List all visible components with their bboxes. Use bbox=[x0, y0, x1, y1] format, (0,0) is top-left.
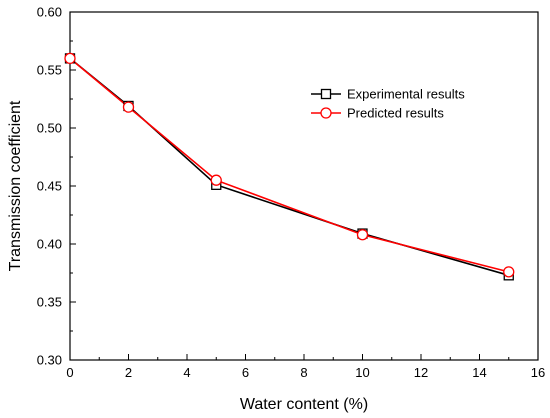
plot-frame bbox=[69, 11, 539, 361]
data-point-circle bbox=[210, 174, 222, 186]
legend-label-predicted: Predicted results bbox=[347, 106, 444, 121]
y-tick-label: 0.45 bbox=[37, 179, 62, 194]
legend: Experimental results Predicted results bbox=[311, 87, 465, 121]
data-point-circle bbox=[64, 52, 76, 65]
x-tick-label: 16 bbox=[531, 365, 545, 380]
y-tick-label: 0.40 bbox=[37, 237, 62, 252]
data-point-circle bbox=[503, 266, 515, 278]
x-tick-label: 14 bbox=[472, 365, 486, 380]
legend-marker-predicted bbox=[320, 107, 332, 119]
axes: 0 2 4 6 8 10 12 14 16 0.30 0.35 0.40 0.45 0.50 0.55 0.6… bbox=[37, 5, 546, 381]
x-axis-title: Water content (%) bbox=[240, 396, 368, 413]
data-point-circle bbox=[356, 229, 369, 241]
x-tick-label: 2 bbox=[125, 365, 132, 380]
y-axis-title: Transmission coefficient bbox=[7, 100, 24, 271]
x-tick-label: 6 bbox=[242, 365, 249, 380]
y-tick-label: 0.50 bbox=[37, 121, 62, 136]
x-tick-label: 12 bbox=[414, 365, 428, 380]
legend-marker-experimental bbox=[320, 88, 332, 100]
x-tick-label: 10 bbox=[355, 365, 369, 380]
x-tick-label: 8 bbox=[300, 365, 307, 380]
y-tick-label: 0.60 bbox=[37, 5, 62, 20]
series-layer bbox=[64, 52, 515, 281]
x-tick-label: 0 bbox=[66, 365, 73, 380]
legend-label-experimental: Experimental results bbox=[347, 87, 465, 102]
data-point-circle bbox=[122, 101, 135, 113]
x-tick-label: 4 bbox=[183, 365, 190, 380]
y-tick-label: 0.55 bbox=[37, 63, 62, 78]
y-tick-label: 0.30 bbox=[37, 353, 62, 368]
y-tick-label: 0.35 bbox=[37, 295, 62, 310]
